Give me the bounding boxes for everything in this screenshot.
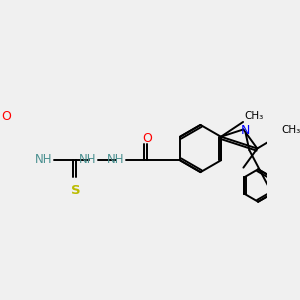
Text: O: O <box>1 110 11 123</box>
Text: NH: NH <box>79 153 97 166</box>
Text: O: O <box>142 132 152 145</box>
Text: N: N <box>241 124 250 137</box>
Text: NH: NH <box>35 153 52 166</box>
Text: NH: NH <box>106 153 124 166</box>
Text: CH₃: CH₃ <box>244 111 264 121</box>
Text: S: S <box>71 184 81 197</box>
Text: CH₃: CH₃ <box>281 124 300 134</box>
